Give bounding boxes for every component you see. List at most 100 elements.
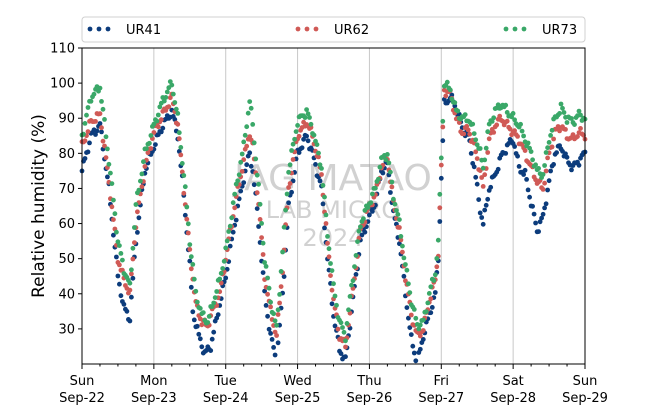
data-point xyxy=(467,131,473,137)
data-point xyxy=(82,156,88,161)
data-point xyxy=(188,254,194,260)
data-point xyxy=(569,167,574,173)
data-point xyxy=(388,169,393,175)
data-point xyxy=(316,154,321,160)
data-point xyxy=(540,187,546,192)
data-point xyxy=(147,140,152,146)
data-point xyxy=(160,125,166,131)
data-point xyxy=(136,215,142,221)
data-point xyxy=(361,216,366,222)
data-point xyxy=(316,150,321,156)
data-point xyxy=(305,138,311,144)
data-point xyxy=(557,111,562,116)
data-point xyxy=(99,125,104,131)
data-point xyxy=(250,122,256,127)
data-point xyxy=(127,287,133,293)
data-point xyxy=(212,295,218,300)
data-point xyxy=(570,132,576,138)
data-point xyxy=(358,224,363,230)
data-point xyxy=(266,326,272,332)
data-point xyxy=(88,98,94,104)
data-point xyxy=(257,201,263,207)
data-point xyxy=(428,284,434,290)
data-point xyxy=(437,205,443,211)
data-point xyxy=(524,177,529,182)
data-point xyxy=(485,129,491,135)
data-point xyxy=(296,150,302,156)
data-point xyxy=(117,243,122,249)
data-point xyxy=(428,310,434,316)
data-point xyxy=(444,79,450,85)
data-point xyxy=(477,210,483,216)
data-point xyxy=(338,320,344,326)
data-point xyxy=(325,234,330,239)
data-point xyxy=(102,117,107,122)
data-point xyxy=(187,242,193,248)
data-point xyxy=(271,345,276,350)
data-point xyxy=(398,234,404,239)
data-point xyxy=(485,150,491,155)
data-point xyxy=(413,315,419,321)
data-point xyxy=(82,138,88,144)
data-point xyxy=(238,159,244,165)
y-tick-label: 70 xyxy=(58,182,75,197)
data-point xyxy=(480,221,486,227)
data-point xyxy=(266,285,272,291)
data-point xyxy=(272,318,278,324)
data-point xyxy=(286,200,291,206)
data-point xyxy=(397,217,402,223)
data-point xyxy=(179,161,185,166)
data-point xyxy=(232,191,238,197)
data-point xyxy=(271,311,276,317)
data-point xyxy=(426,291,432,296)
data-point xyxy=(323,212,329,218)
data-point xyxy=(474,142,480,148)
data-point xyxy=(564,154,570,160)
data-point xyxy=(265,291,270,297)
data-point xyxy=(408,312,414,318)
data-point xyxy=(503,151,509,156)
data-point xyxy=(284,191,290,197)
data-point xyxy=(290,141,296,147)
data-point xyxy=(129,294,134,300)
data-point xyxy=(392,201,398,207)
data-point xyxy=(352,264,357,269)
data-point xyxy=(510,111,516,116)
data-point xyxy=(370,209,375,214)
data-point xyxy=(320,201,326,207)
data-point xyxy=(111,197,116,203)
data-point xyxy=(326,254,332,260)
data-point xyxy=(473,137,479,143)
data-point xyxy=(455,108,461,114)
data-point xyxy=(438,175,444,181)
data-point xyxy=(394,208,399,213)
data-point xyxy=(359,232,365,238)
data-point xyxy=(417,333,423,339)
data-point xyxy=(277,292,282,297)
data-point xyxy=(190,262,196,267)
legend-marker xyxy=(503,26,509,32)
data-point xyxy=(551,162,556,167)
data-point xyxy=(437,191,443,197)
legend-marker xyxy=(295,26,301,32)
data-point xyxy=(188,266,194,272)
x-tick-day: Sun xyxy=(573,374,598,389)
data-point xyxy=(259,221,264,226)
data-point xyxy=(452,103,458,109)
data-point xyxy=(172,100,178,105)
data-point xyxy=(166,104,172,110)
data-point xyxy=(416,326,422,332)
data-point xyxy=(551,136,556,142)
data-point xyxy=(491,115,497,121)
data-point xyxy=(434,256,440,261)
x-tick-date: Sep-28 xyxy=(490,391,536,406)
y-tick-label: 60 xyxy=(58,217,75,232)
data-point xyxy=(170,91,176,97)
data-point xyxy=(253,156,259,162)
data-point xyxy=(175,111,181,116)
x-tick-date: Sep-25 xyxy=(275,391,321,406)
data-point xyxy=(209,304,215,309)
data-point xyxy=(432,290,438,295)
data-point xyxy=(193,288,199,294)
